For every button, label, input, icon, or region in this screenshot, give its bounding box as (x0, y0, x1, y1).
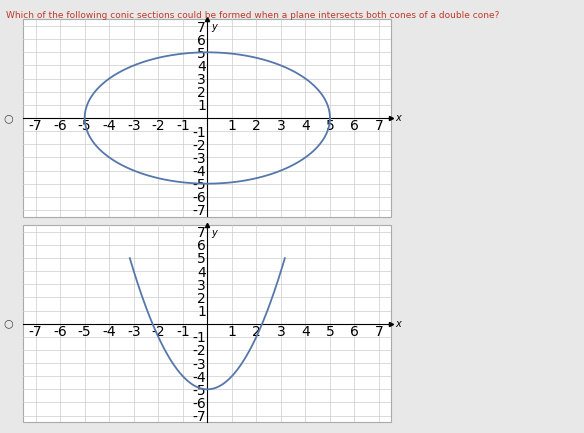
Text: Which of the following conic sections could be formed when a plane intersects bo: Which of the following conic sections co… (6, 11, 499, 20)
Text: ○: ○ (3, 319, 13, 329)
Text: ○: ○ (3, 113, 13, 123)
Bar (23, 225, 391, 422)
Text: y: y (211, 22, 217, 32)
Bar (23, 19, 391, 216)
Text: x: x (395, 113, 401, 123)
Text: x: x (395, 319, 401, 329)
Text: y: y (211, 228, 217, 238)
